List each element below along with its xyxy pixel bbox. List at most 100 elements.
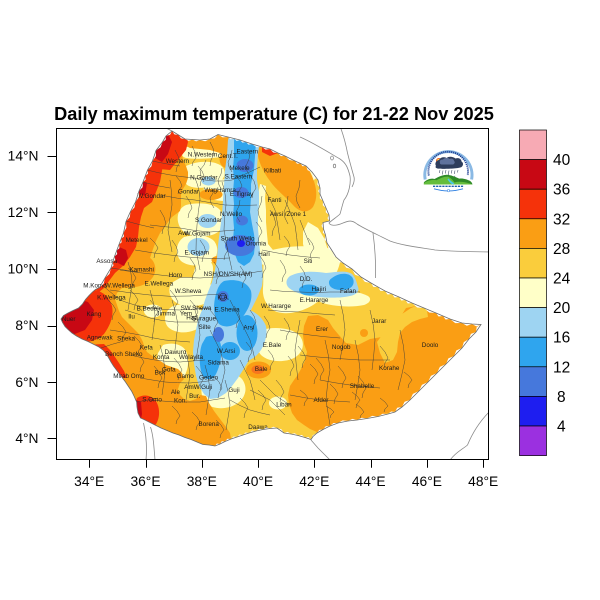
svg-text:8°N: 8°N [15,318,38,333]
svg-text:K.A.: K.A. [218,295,230,302]
svg-text:Kon.: Kon. [174,398,187,405]
svg-text:38°E: 38°E [187,474,217,489]
svg-text:Bench Sheko: Bench Sheko [105,351,143,358]
svg-text:Kamashi: Kamashi [129,267,154,274]
svg-text:Jimma: Jimma [156,311,175,318]
svg-text:Assosa: Assosa [96,258,117,265]
svg-text:Mirab Omo: Mirab Omo [113,373,145,380]
svg-text:Ilu: Ilu [128,313,135,320]
svg-text:E.Shewa: E.Shewa [214,307,240,314]
svg-text:4: 4 [557,419,566,436]
svg-text:N.Western: N.Western [188,151,218,158]
svg-text:Hajiri: Hajiri [312,286,326,293]
svg-text:M.Komo: M.Komo [83,282,107,289]
svg-text:Gurague: Gurague [192,315,217,322]
svg-text:32: 32 [553,211,570,228]
svg-text:Cent.T.: Cent.T. [218,153,238,160]
svg-text:Korahe: Korahe [379,365,400,372]
svg-text:40°E: 40°E [243,474,273,489]
svg-text:S.Eastern: S.Eastern [225,174,253,181]
svg-text:N.Gondar: N.Gondar [190,175,217,182]
svg-text:Siti: Siti [304,258,313,265]
svg-text:Nogob: Nogob [332,344,351,351]
svg-text:Yem: Yem [180,311,192,318]
svg-text:Daawa: Daawa [248,424,268,431]
svg-text:24: 24 [553,271,571,288]
svg-text:E.Hararge: E.Hararge [300,297,329,304]
svg-text:42°E: 42°E [299,474,329,489]
svg-text:W.Hararge: W.Hararge [261,303,292,310]
svg-text:WagHamra: WagHamra [204,187,236,194]
svg-text:Wolayita: Wolayita [179,354,204,361]
svg-text:W.Gojam: W.Gojam [185,231,211,238]
svg-text:Gedeo: Gedeo [199,374,218,381]
svg-text:Kefa: Kefa [140,345,153,352]
svg-text:Erer: Erer [316,326,328,333]
svg-text:Borena: Borena [199,421,220,428]
svg-text:W.Arsi: W.Arsi [217,348,235,355]
svg-text:W.Gondar: W.Gondar [137,193,165,200]
svg-text:Kilbati: Kilbati [264,168,281,175]
svg-text:E.Gojam: E.Gojam [185,249,210,256]
svg-text:16: 16 [553,330,570,347]
svg-text:12: 12 [553,359,570,376]
svg-text:E.Wellega: E.Wellega [145,280,174,287]
svg-text:K.Wellega: K.Wellega [97,295,126,302]
svg-text:6°N: 6°N [15,375,38,390]
svg-text:E.Tigray: E.Tigray [230,191,254,198]
svg-text:NSH/ON/SH(AM): NSH/ON/SH(AM) [204,271,253,278]
svg-text:Agnewak: Agnewak [87,334,114,341]
svg-text:Horo: Horo [169,272,183,279]
svg-text:20: 20 [553,300,571,317]
svg-text:Bale: Bale [255,366,268,373]
svg-text:8: 8 [557,389,566,406]
svg-text:36: 36 [553,182,570,199]
svg-text:Dawuro: Dawuro [165,349,187,356]
svg-text:S.Omo: S.Omo [142,397,162,404]
svg-text:Hari: Hari [258,251,270,258]
svg-text:Silte: Silte [198,324,211,331]
svg-text:Konta: Konta [153,354,170,361]
svg-text:28: 28 [553,241,570,258]
svg-text:E.Bale: E.Bale [263,342,282,349]
svg-text:S.Gondar: S.Gondar [195,217,222,224]
svg-text:AmW.Guji: AmW.Guji [184,384,212,391]
svg-text:Kang: Kang [87,311,102,318]
svg-text:48°E: 48°E [468,474,498,489]
svg-text:Fanti: Fanti [268,197,282,204]
svg-text:Gondar: Gondar [178,188,199,195]
svg-text:D.D.: D.D. [300,276,313,283]
svg-text:Liban: Liban [276,402,292,409]
svg-text:W.Wellega: W.Wellega [105,282,135,289]
svg-text:Doolo: Doolo [422,342,439,349]
svg-text:Arsi: Arsi [243,324,254,331]
svg-text:N.Wello: N.Wello [220,211,242,218]
svg-text:Metekel: Metekel [126,237,148,244]
svg-text:Mekele: Mekele [229,165,250,172]
svg-text:Western: Western [166,158,190,165]
svg-text:Guji: Guji [228,387,239,394]
svg-text:Gofa: Gofa [162,367,176,374]
svg-text:Sheka: Sheka [117,336,135,343]
svg-text:Afder: Afder [313,397,328,404]
svg-text:Sidama: Sidama [208,360,230,367]
svg-text:10°N: 10°N [8,262,39,277]
svg-text:Gamo: Gamo [177,373,195,380]
svg-text:Bur.: Bur. [189,393,200,400]
svg-text:SW.Shewa: SW.Shewa [181,305,212,312]
svg-text:Had.: Had. [186,315,200,322]
svg-text:Ale: Ale [171,389,181,396]
svg-text:36°E: 36°E [130,474,160,489]
svg-text:14°N: 14°N [8,149,39,164]
svg-text:12°N: 12°N [8,205,39,220]
svg-text:Bsk: Bsk [155,370,166,377]
svg-text:Nuer: Nuer [62,316,76,323]
svg-text:Shabelle: Shabelle [350,383,375,390]
svg-text:46°E: 46°E [412,474,442,489]
svg-text:Daily maximum temperature (C): Daily maximum temperature (C) for 21-22 … [54,104,494,124]
svg-text:Eastern: Eastern [236,148,258,155]
svg-text:Fafan: Fafan [340,288,357,295]
svg-text:Jarar: Jarar [372,318,386,325]
svg-text:South Wello: South Wello [221,236,255,243]
svg-text:Oromia: Oromia [245,241,266,248]
